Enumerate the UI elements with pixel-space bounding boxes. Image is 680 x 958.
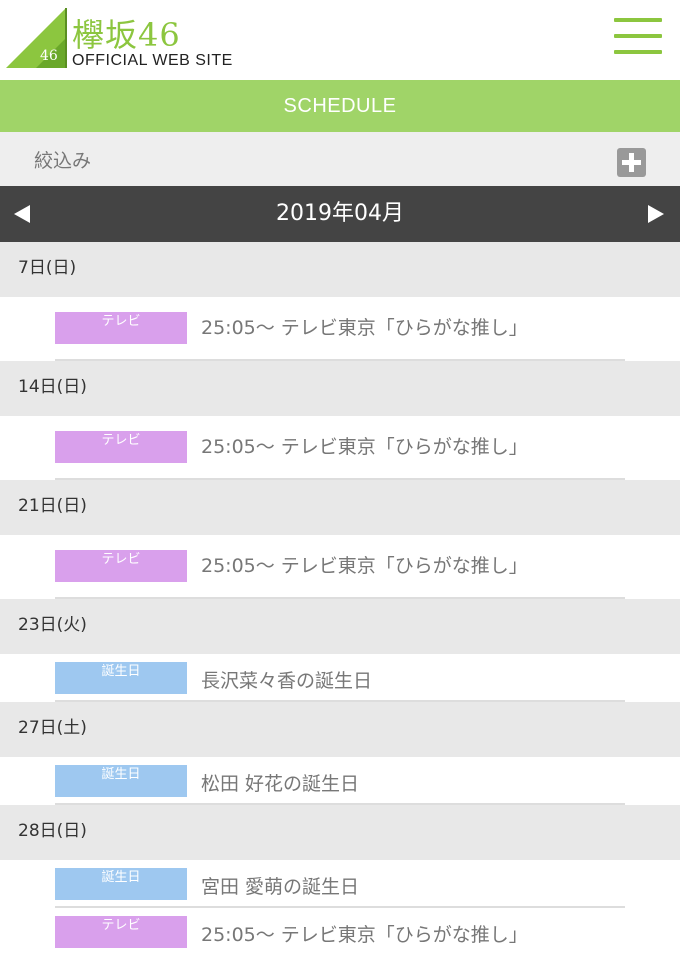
event-item[interactable]: テレビ 25:05〜 テレビ東京「ひらがな推し」 — [0, 535, 680, 599]
month-label: 2019年04月 — [276, 201, 404, 226]
divider — [55, 906, 625, 908]
menu-bar-icon — [614, 50, 662, 54]
next-month-arrow-icon[interactable] — [648, 205, 664, 223]
month-navigator: 2019年04月 — [0, 186, 680, 242]
event-item[interactable]: テレビ 25:05〜 テレビ東京「ひらがな推し」 — [0, 297, 680, 361]
filter-toggle[interactable]: 絞込み — [0, 132, 680, 186]
event-item[interactable]: テレビ 25:05〜 テレビ東京「ひらがな推し」 — [0, 416, 680, 480]
schedule-list: 7日(日) テレビ 25:05〜 テレビ東京「ひらがな推し」 14日(日) テレ… — [0, 242, 680, 956]
event-item[interactable]: 誕生日 松田 好花の誕生日 — [0, 757, 680, 805]
day-header: 14日(日) — [0, 361, 680, 416]
event-item[interactable]: テレビ 25:05〜 テレビ東京「ひらがな推し」 — [0, 908, 680, 956]
section-title: SCHEDULE — [0, 80, 680, 132]
event-title[interactable]: 25:05〜 テレビ東京「ひらがな推し」 — [201, 436, 528, 458]
divider — [55, 700, 625, 702]
divider — [55, 597, 625, 599]
plus-icon[interactable] — [617, 148, 646, 177]
hamburger-menu-button[interactable] — [614, 16, 664, 60]
logo-japanese-text: 欅坂46 — [72, 16, 181, 54]
filter-label: 絞込み — [34, 150, 92, 172]
category-badge-birthday: 誕生日 — [55, 868, 187, 900]
day-header: 21日(日) — [0, 480, 680, 535]
site-header: 46 欅坂46 OFFICIAL WEB SITE — [0, 0, 680, 80]
category-badge-birthday: 誕生日 — [55, 765, 187, 797]
category-badge-tv: テレビ — [55, 916, 187, 948]
day-header: 7日(日) — [0, 242, 680, 297]
site-logo[interactable]: 46 欅坂46 OFFICIAL WEB SITE — [0, 0, 260, 80]
event-item[interactable]: 誕生日 宮田 愛萌の誕生日 — [0, 860, 680, 908]
event-title[interactable]: 25:05〜 テレビ東京「ひらがな推し」 — [201, 317, 528, 339]
event-item[interactable]: 誕生日 長沢菜々香の誕生日 — [0, 654, 680, 702]
prev-month-arrow-icon[interactable] — [14, 205, 30, 223]
divider — [55, 478, 625, 480]
divider — [55, 803, 625, 805]
day-header: 28日(日) — [0, 805, 680, 860]
divider — [55, 359, 625, 361]
category-badge-birthday: 誕生日 — [55, 662, 187, 694]
logo-number: 46 — [40, 48, 58, 64]
menu-bar-icon — [614, 34, 662, 38]
day-header: 23日(火) — [0, 599, 680, 654]
category-badge-tv: テレビ — [55, 550, 187, 582]
day-header: 27日(土) — [0, 702, 680, 757]
category-badge-tv: テレビ — [55, 431, 187, 463]
event-title[interactable]: 25:05〜 テレビ東京「ひらがな推し」 — [201, 555, 528, 577]
event-title[interactable]: 長沢菜々香の誕生日 — [201, 670, 373, 692]
menu-bar-icon — [614, 18, 662, 22]
event-title[interactable]: 25:05〜 テレビ東京「ひらがな推し」 — [201, 924, 528, 946]
logo-english-text: OFFICIAL WEB SITE — [72, 52, 233, 69]
category-badge-tv: テレビ — [55, 312, 187, 344]
event-title[interactable]: 松田 好花の誕生日 — [201, 773, 360, 795]
logo-triangle-icon — [6, 8, 67, 68]
event-title[interactable]: 宮田 愛萌の誕生日 — [201, 876, 360, 898]
